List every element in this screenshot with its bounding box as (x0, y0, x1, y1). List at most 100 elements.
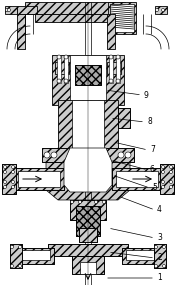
Circle shape (162, 9, 165, 11)
Bar (79, 228, 97, 242)
Circle shape (169, 180, 172, 184)
Circle shape (71, 201, 74, 203)
Circle shape (11, 245, 14, 249)
Bar (116, 171, 158, 187)
Bar (42, 148, 134, 162)
Circle shape (5, 9, 8, 11)
Circle shape (169, 166, 172, 168)
Circle shape (18, 245, 21, 249)
Bar (76, 206, 100, 236)
Circle shape (11, 264, 14, 268)
Bar (72, 256, 104, 274)
Bar (5, 6, 17, 14)
Text: 2: 2 (157, 253, 162, 262)
Bar (2, 168, 64, 190)
Circle shape (78, 201, 81, 203)
Bar (10, 244, 22, 268)
Circle shape (109, 79, 113, 83)
Bar (79, 228, 97, 242)
Circle shape (57, 79, 61, 83)
Bar (76, 206, 100, 236)
Circle shape (125, 152, 131, 158)
Circle shape (4, 170, 7, 174)
Circle shape (57, 55, 61, 59)
Bar (25, 2, 125, 14)
Bar (42, 148, 134, 162)
Circle shape (102, 201, 105, 203)
Bar (70, 200, 106, 220)
Bar (107, 14, 115, 49)
Circle shape (169, 170, 172, 174)
Text: 3: 3 (157, 233, 162, 243)
Bar (154, 244, 166, 268)
Bar (118, 108, 130, 128)
Bar (72, 100, 104, 150)
Bar (126, 250, 158, 260)
Bar (112, 168, 174, 190)
Polygon shape (46, 148, 130, 200)
Text: 5: 5 (152, 184, 157, 192)
Circle shape (155, 245, 158, 249)
Bar (2, 168, 64, 190)
Bar (35, 14, 115, 22)
Circle shape (109, 55, 113, 59)
Bar (75, 65, 101, 85)
Text: 1: 1 (157, 274, 162, 282)
Bar (72, 256, 104, 274)
Bar (2, 164, 16, 194)
Bar (2, 164, 16, 194)
Circle shape (116, 79, 120, 83)
Bar (18, 171, 60, 187)
Circle shape (155, 264, 158, 268)
Circle shape (64, 79, 68, 83)
Circle shape (64, 55, 68, 59)
Circle shape (11, 170, 14, 174)
Bar (80, 262, 96, 274)
Text: 4: 4 (157, 205, 162, 215)
Circle shape (156, 9, 159, 11)
Circle shape (169, 186, 172, 188)
Bar (52, 55, 124, 105)
Circle shape (116, 55, 120, 59)
Bar (55, 62, 69, 74)
Circle shape (162, 180, 165, 184)
Bar (14, 248, 54, 264)
Bar (57, 55, 61, 83)
Circle shape (11, 186, 14, 188)
Bar (107, 62, 121, 74)
Bar (160, 164, 174, 194)
Circle shape (118, 152, 124, 158)
Circle shape (162, 170, 165, 174)
Circle shape (162, 245, 165, 249)
Bar (70, 200, 106, 220)
Bar (48, 244, 128, 256)
Bar (108, 2, 136, 34)
Bar (18, 250, 50, 260)
Circle shape (11, 166, 14, 168)
Circle shape (8, 9, 11, 11)
Circle shape (4, 166, 7, 168)
Bar (75, 65, 101, 85)
Circle shape (11, 180, 14, 184)
Text: 9: 9 (144, 91, 149, 99)
Bar (160, 164, 174, 194)
Bar (48, 244, 128, 256)
Circle shape (162, 264, 165, 268)
Text: 8: 8 (147, 117, 152, 127)
Circle shape (162, 186, 165, 188)
Circle shape (44, 152, 50, 158)
Bar (58, 100, 118, 150)
Polygon shape (64, 148, 112, 192)
Bar (109, 55, 113, 83)
Text: 6: 6 (150, 166, 155, 174)
Text: 7: 7 (150, 146, 155, 154)
Bar (154, 244, 166, 268)
Circle shape (162, 166, 165, 168)
Bar (64, 55, 68, 83)
Bar (17, 14, 25, 49)
Bar (122, 248, 162, 264)
Bar (10, 244, 22, 268)
Bar (155, 6, 167, 14)
Bar (110, 4, 134, 32)
Circle shape (51, 152, 57, 158)
